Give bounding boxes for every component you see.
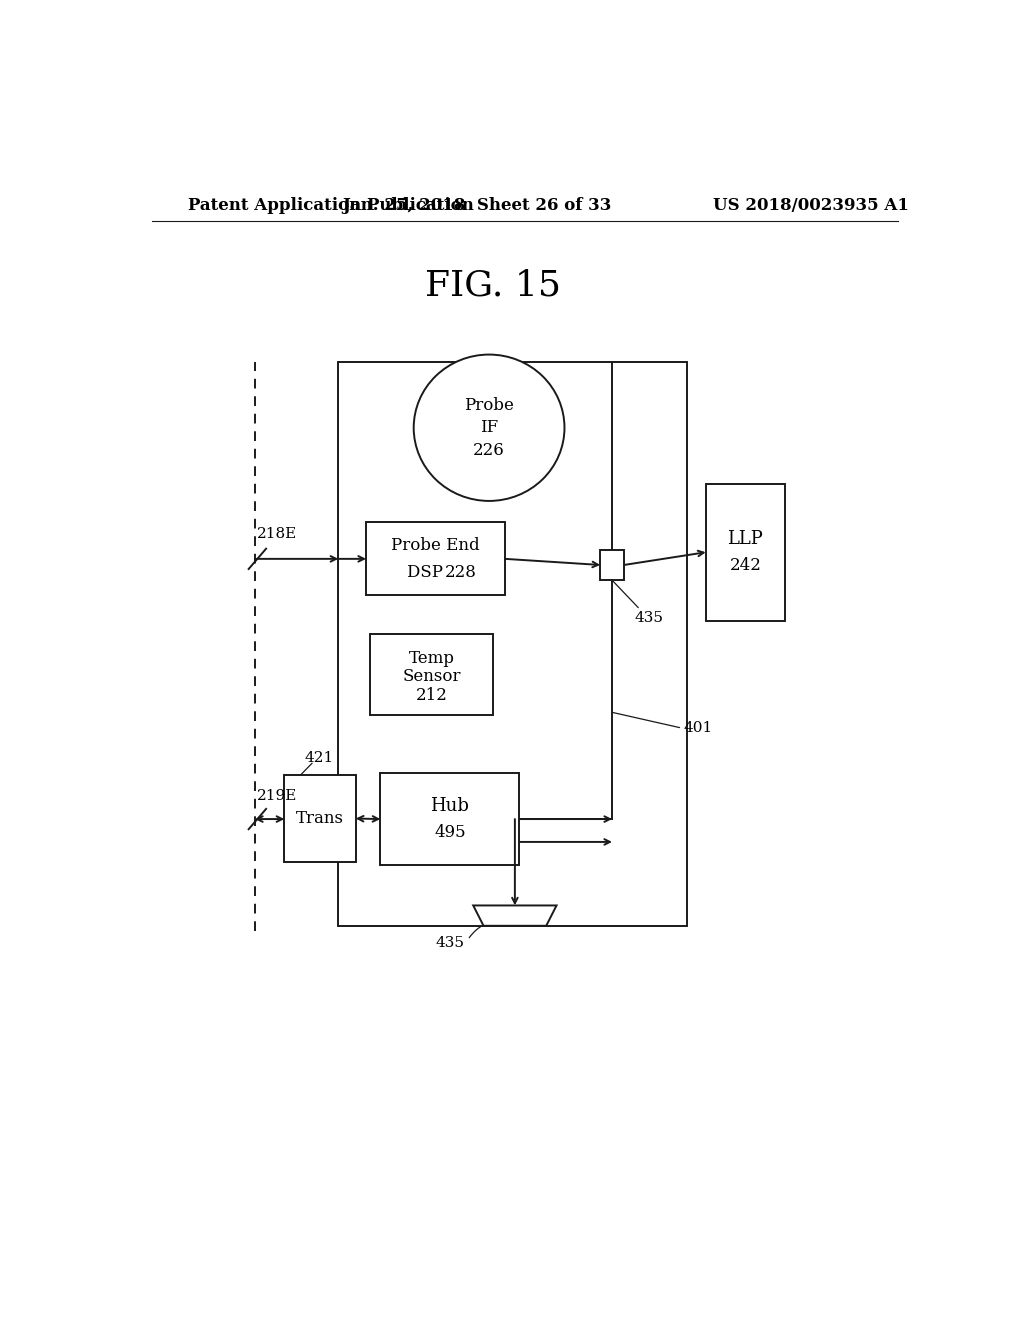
Ellipse shape [414,355,564,500]
Text: 218E: 218E [257,528,297,541]
Text: Probe End: Probe End [391,537,480,554]
Bar [600,549,624,581]
Text: LLP: LLP [727,531,763,548]
FancyArrowPatch shape [469,920,504,937]
Bar [370,634,494,715]
Bar [367,523,505,595]
Text: Patent Application Publication: Patent Application Publication [187,197,473,214]
Text: 495: 495 [434,824,466,841]
Text: Probe: Probe [464,397,514,414]
Text: 401: 401 [684,721,713,735]
Bar [706,483,785,620]
Text: 421: 421 [304,751,334,766]
Text: Temp: Temp [409,649,455,667]
Bar [380,774,519,865]
Text: Sensor: Sensor [402,668,461,685]
Text: Trans: Trans [296,810,344,828]
Text: 219E: 219E [257,788,297,803]
Text: DSP: DSP [407,564,449,581]
Text: Jan. 25, 2018  Sheet 26 of 33: Jan. 25, 2018 Sheet 26 of 33 [342,197,612,214]
Text: US 2018/0023935 A1: US 2018/0023935 A1 [713,197,908,214]
Bar [338,362,687,925]
Bar [285,775,355,862]
Text: Hub: Hub [430,797,469,814]
Text: 435: 435 [634,611,664,624]
Text: IF: IF [480,420,499,436]
Text: 435: 435 [436,936,465,950]
Text: 212: 212 [416,686,447,704]
Polygon shape [473,906,557,925]
Text: 242: 242 [729,557,762,574]
Text: 228: 228 [445,564,477,581]
Text: 226: 226 [473,442,505,458]
Text: FIG. 15: FIG. 15 [425,268,561,302]
